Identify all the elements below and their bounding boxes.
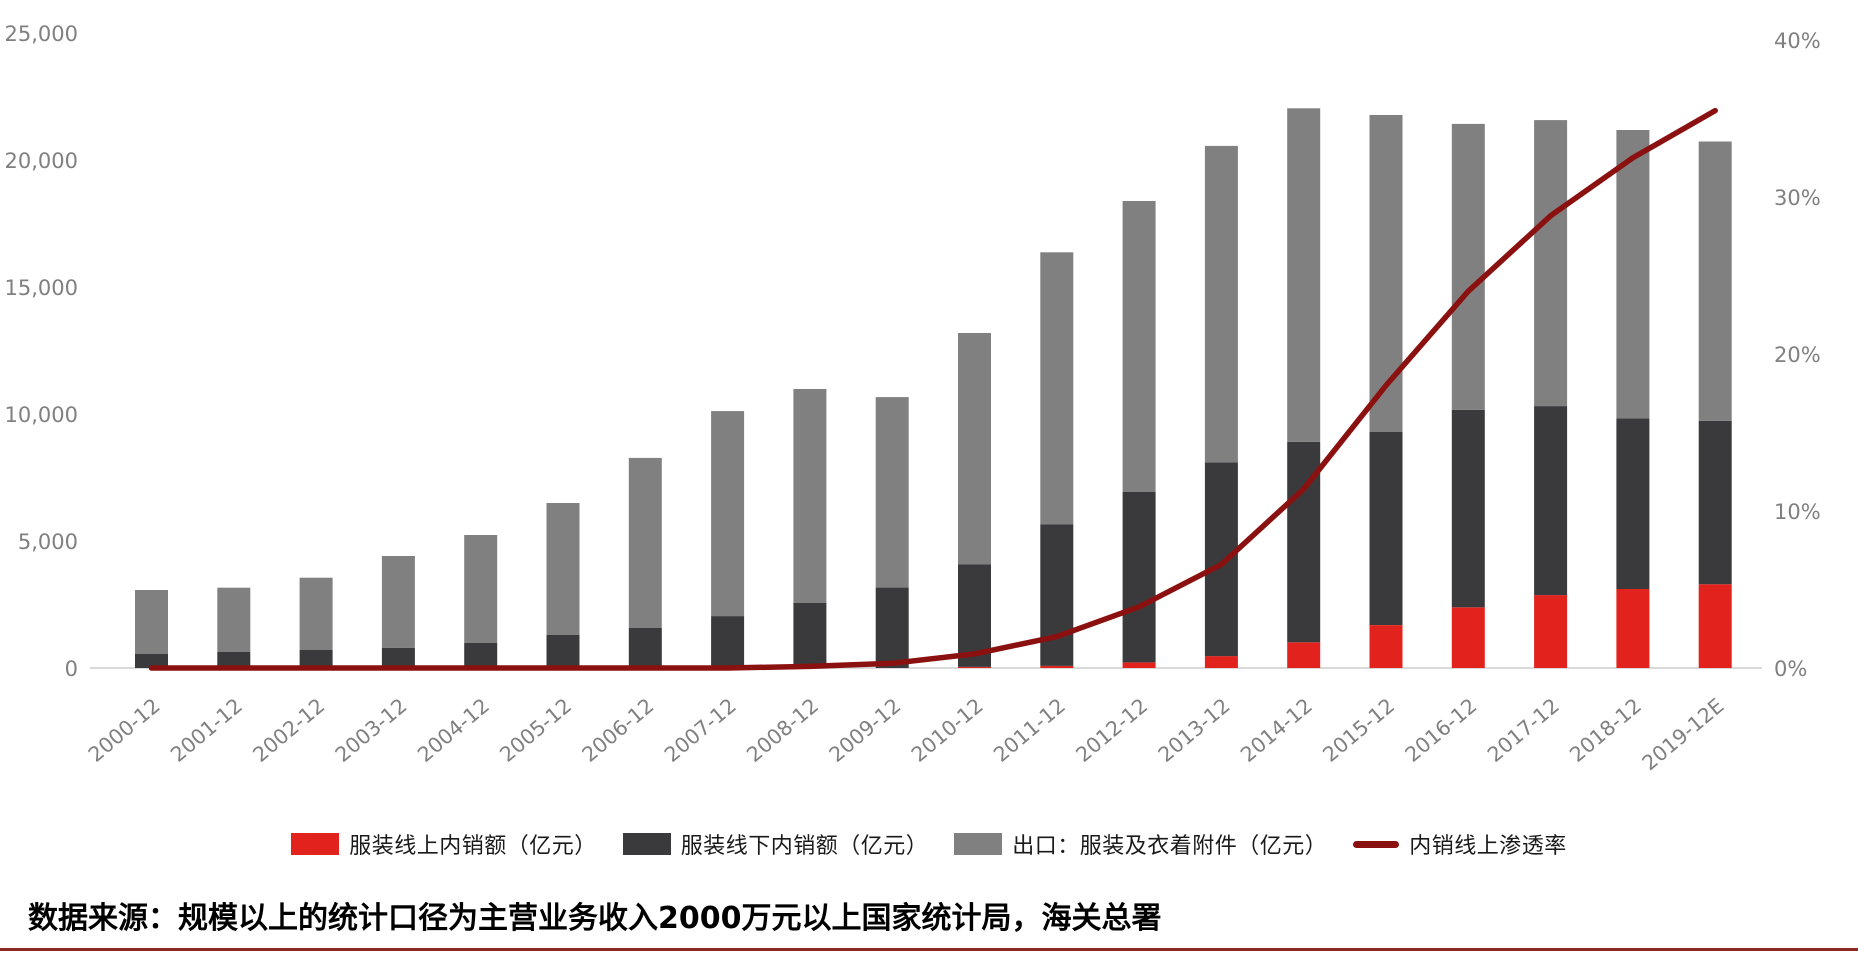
offline-sales-swatch-icon [622,833,671,855]
bar-segment [875,587,909,668]
bar-segment [793,603,827,668]
bar-segment [1616,418,1650,589]
x-axis-tick-label: 2001-12 [166,693,247,766]
chart-svg: 0 5,000 10,000 15,000 20,000 25,000 0% 10% 20% 30… [5,22,1821,775]
bar-segment [1040,666,1074,668]
x-axis-tick-label: 2002-12 [248,693,329,766]
bar-segment [958,667,991,668]
left-axis-tick-label: 15,000 [5,276,78,300]
bar-segment [1204,656,1238,668]
bar-segment [464,643,498,668]
bar-segment [628,457,662,628]
x-axis-tick-label: 2004-12 [413,693,494,766]
x-axis-tick-label: 2000-12 [84,693,165,766]
x-axis-tick-label: 2014-12 [1236,693,1317,766]
data-source-text: 数据来源：规模以上的统计口径为主营业务收入2000万元以上国家统计局，海关总署 [28,901,1162,936]
right-axis-tick-label: 40% [1774,29,1821,53]
bar-segment [1287,642,1321,668]
online-sales-swatch-icon [291,833,340,855]
bar-segment [1451,123,1485,410]
right-axis-tick-label: 30% [1774,186,1821,210]
bar-segment [875,397,909,588]
bar-segment [1534,595,1568,668]
legend-item-label: 出口：服装及衣着附件（亿元） [1012,834,1328,859]
x-axis-tick-label: 2017-12 [1483,693,1564,766]
legend-item-export: 出口：服装及衣着附件（亿元） [954,828,1327,860]
bar-segment [1204,145,1238,463]
x-axis-tick-label: 2010-12 [907,693,988,766]
x-axis-tick-label: 2018-12 [1565,693,1646,766]
bar-segment [958,333,991,565]
x-axis-tick-label: 2007-12 [660,693,741,766]
bar-segment [217,587,251,652]
left-axis-tick-label: 5,000 [18,530,78,554]
penetration-line-swatch-icon [1353,840,1400,848]
x-axis-tick-label: 2006-12 [577,693,658,766]
x-axis-tick-label: 2012-12 [1071,693,1152,766]
bar-segment [299,650,333,668]
bar-segment [1616,589,1650,668]
bar-segment [135,590,168,654]
x-axis-tick-label: 2013-12 [1154,693,1235,766]
legend-item-label: 服装线下内销额（亿元） [680,834,929,859]
bar-segment [1534,406,1568,596]
legend-item-offline-sales: 服装线下内销额（亿元） [622,828,929,860]
x-axis-tick-label: 2016-12 [1400,693,1481,766]
bar-segment [1122,662,1156,668]
left-axis-tick-label: 20,000 [5,149,78,173]
bar-segment [381,556,415,648]
bar-segment [1698,584,1732,668]
x-axis-tick-label: 2019-12E [1637,693,1728,775]
x-axis-tick-label: 2005-12 [495,693,576,766]
bar-segment [464,535,498,643]
bar-segment [381,647,415,668]
bar-segment [1698,420,1732,585]
bar-segment [1698,141,1732,421]
bar-segment [1369,432,1403,625]
x-axis-tick-label: 2009-12 [824,693,905,766]
bar-segment [1040,252,1074,525]
penetration-rate-line [148,107,1718,671]
x-axis-tick-label: 2003-12 [331,693,412,766]
bar-segment [1122,491,1156,663]
bar-segment [793,389,827,603]
legend-item-online-sales: 服装线上内销额（亿元） [291,828,597,860]
x-axis-tick-label: 2011-12 [989,693,1070,766]
bar-segment [1616,130,1650,419]
bar-segment [217,651,251,668]
bar-segment [299,577,333,650]
bar-segment [546,635,580,668]
legend-item-label: 内销线上渗透率 [1409,834,1567,859]
stacked-bar-line-chart: 0 5,000 10,000 15,000 20,000 25,000 0% 10% 20% 30… [5,22,1821,775]
bar-segment [1369,115,1403,432]
bar-segment [546,503,580,635]
legend-item-label: 服装线上内销额（亿元） [349,834,597,859]
x-axis-tick-label: 2015-12 [1318,693,1399,766]
left-axis-tick-label: 10,000 [5,403,78,427]
legend-item-penetration-rate: 内销线上渗透率 [1353,828,1567,860]
bar-segment [1369,625,1403,668]
bar-segment [711,616,745,668]
bar-segment [1204,462,1238,657]
bar-segment [628,628,662,668]
export-swatch-icon [954,833,1003,855]
footer-divider [0,948,1858,951]
bar-segment [135,654,168,668]
bar-segment [1534,120,1568,407]
right-axis-tick-label: 20% [1774,343,1821,367]
bar-segment [1451,409,1485,608]
chart-legend: 服装线上内销额（亿元） 服装线下内销额（亿元） 出口：服装及衣着附件（亿元） 内… [0,824,1858,864]
left-axis-tick-label: 25,000 [5,22,78,46]
bar-segment [711,411,745,617]
data-source-note: 数据来源：规模以上的统计口径为主营业务收入2000万元以上国家统计局，海关总署 [28,893,1838,937]
left-axis-tick-label: 0 [65,657,78,681]
bar-segment [1287,108,1321,442]
bar-segment [1040,524,1074,666]
x-axis-tick-label: 2008-12 [742,693,823,766]
right-axis-tick-label: 10% [1774,500,1821,524]
bar-segment [1122,201,1156,492]
right-axis-tick-label: 0% [1774,657,1807,681]
bar-segment [1451,607,1485,668]
